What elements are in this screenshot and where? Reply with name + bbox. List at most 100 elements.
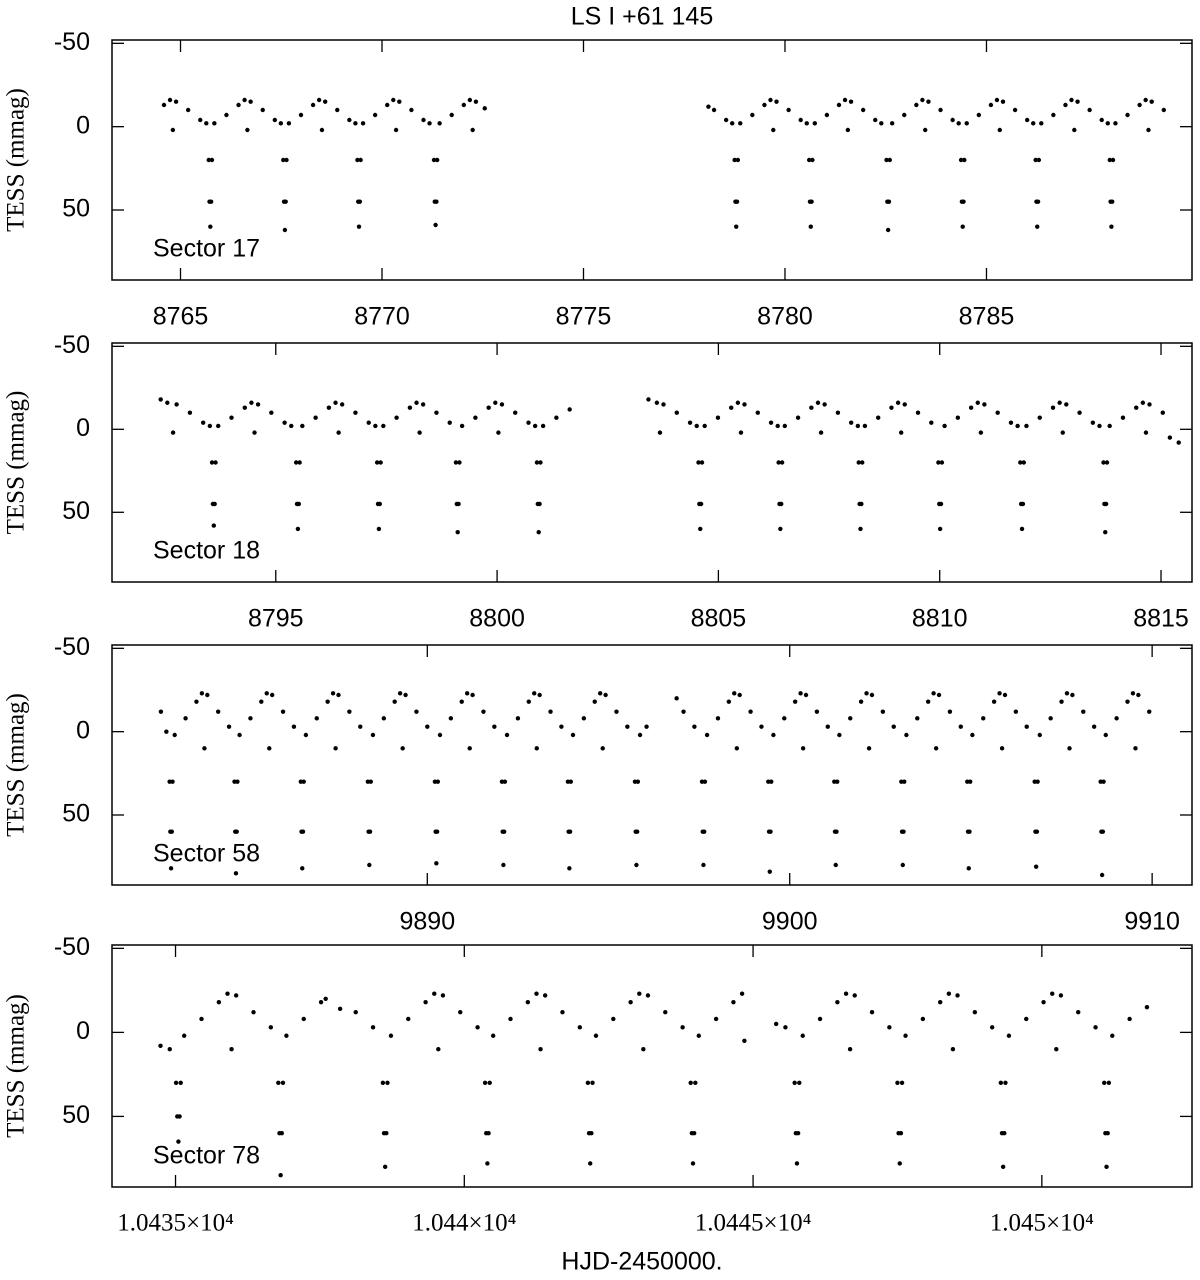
data-point xyxy=(755,410,760,415)
data-point xyxy=(1102,1080,1107,1086)
data-point xyxy=(456,501,461,507)
data-point xyxy=(427,121,432,126)
data-point xyxy=(300,423,305,429)
plot-frame xyxy=(111,944,1193,1188)
data-point xyxy=(661,402,666,407)
data-point xyxy=(1093,1025,1098,1030)
data-point xyxy=(715,716,721,721)
data-point xyxy=(1035,224,1040,229)
data-point xyxy=(920,97,925,103)
data-point xyxy=(687,420,693,425)
sector-label: Sector 78 xyxy=(153,1142,260,1170)
data-point xyxy=(1013,709,1019,714)
data-point xyxy=(353,410,358,415)
data-point xyxy=(199,691,205,696)
data-point xyxy=(319,127,325,133)
data-point xyxy=(1147,402,1152,407)
data-point xyxy=(198,117,203,123)
data-point xyxy=(380,1080,386,1086)
data-point xyxy=(887,1025,892,1030)
data-point xyxy=(1125,699,1130,704)
data-point xyxy=(537,501,542,507)
data-point xyxy=(237,732,242,738)
data-point xyxy=(726,699,732,704)
data-point xyxy=(1110,1033,1115,1038)
data-point xyxy=(397,691,403,696)
data-point xyxy=(280,1080,286,1086)
data-point xyxy=(1039,121,1044,126)
data-point xyxy=(567,829,573,834)
chart-title: LS I +61 145 xyxy=(571,3,713,31)
data-point xyxy=(701,862,706,868)
data-point xyxy=(982,402,987,407)
data-point xyxy=(915,410,921,415)
data-point xyxy=(436,1046,441,1052)
data-point xyxy=(293,460,299,465)
data-point xyxy=(975,400,980,405)
data-point xyxy=(360,121,366,126)
data-point xyxy=(968,779,973,784)
data-point xyxy=(567,866,572,871)
data-point xyxy=(425,724,430,729)
data-point xyxy=(862,423,868,429)
data-point xyxy=(731,999,736,1005)
data-point xyxy=(936,460,941,465)
data-point xyxy=(814,709,820,714)
data-point xyxy=(702,423,707,429)
data-point xyxy=(737,692,742,698)
data-point xyxy=(968,405,974,410)
data-point xyxy=(657,430,663,435)
data-point xyxy=(856,460,861,465)
data-point xyxy=(284,157,289,163)
data-point xyxy=(926,99,931,104)
data-point xyxy=(1104,460,1110,465)
x-tick-label: 8800 xyxy=(469,605,525,633)
data-point xyxy=(504,732,510,738)
data-point xyxy=(611,1016,616,1022)
data-point xyxy=(771,127,776,133)
data-point xyxy=(170,127,176,133)
data-point xyxy=(1113,121,1118,126)
data-point xyxy=(748,709,753,714)
data-point xyxy=(357,199,363,204)
data-point xyxy=(508,1016,513,1022)
data-point xyxy=(663,1010,668,1015)
data-point xyxy=(1091,724,1097,729)
data-point xyxy=(169,829,174,834)
data-point xyxy=(567,407,572,412)
data-point xyxy=(381,423,386,429)
data-point xyxy=(889,405,894,410)
data-point xyxy=(286,121,292,126)
data-point xyxy=(674,410,679,415)
data-point xyxy=(486,1131,491,1136)
data-point xyxy=(970,732,975,738)
y-tick-label: 50 xyxy=(62,1101,90,1129)
sector-label: Sector 58 xyxy=(153,840,260,868)
data-point xyxy=(212,501,217,507)
data-point xyxy=(376,526,382,532)
data-point xyxy=(792,699,798,704)
data-point xyxy=(540,423,546,429)
data-point xyxy=(592,699,597,704)
data-point xyxy=(1146,127,1151,133)
data-point xyxy=(178,1080,183,1086)
data-point xyxy=(367,829,373,834)
data-point xyxy=(170,430,176,435)
data-point xyxy=(200,420,206,425)
data-point xyxy=(834,779,840,784)
data-point xyxy=(1110,199,1115,204)
data-point xyxy=(803,692,809,698)
data-point xyxy=(641,1046,646,1052)
data-point xyxy=(782,423,787,429)
data-point xyxy=(590,1080,595,1086)
data-point xyxy=(880,709,886,714)
data-point xyxy=(822,402,827,407)
y-tick-label: 0 xyxy=(76,414,90,442)
data-point xyxy=(768,420,774,425)
data-point xyxy=(1051,112,1056,118)
data-point xyxy=(448,716,454,721)
data-point xyxy=(434,199,439,204)
data-point xyxy=(1104,1164,1109,1170)
data-point xyxy=(377,501,382,507)
data-point xyxy=(1003,1080,1008,1086)
